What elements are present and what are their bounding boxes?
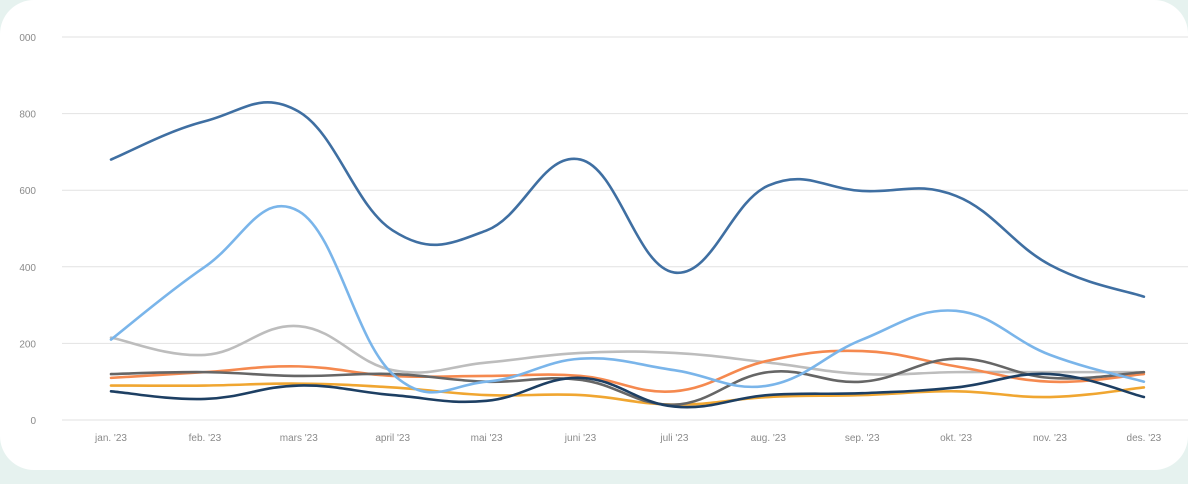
series-line — [109, 357, 1146, 406]
x-tick-label: nov. '23 — [1033, 433, 1067, 444]
x-tick-label: juni '23 — [564, 433, 597, 444]
series-line — [109, 324, 1146, 376]
y-tick-label: 200 — [19, 339, 36, 350]
y-tick-label: 600 — [19, 186, 36, 197]
y-tick-label: 000 — [19, 33, 36, 44]
x-tick-label: juli '23 — [659, 433, 688, 444]
series-line — [109, 382, 1146, 406]
x-tick-label: aug. '23 — [751, 433, 787, 444]
x-tick-label: des. '23 — [1127, 433, 1162, 444]
x-tick-label: sep. '23 — [845, 433, 880, 444]
x-tick-label: jan. '23 — [94, 433, 127, 444]
x-tick-label: okt. '23 — [940, 433, 972, 444]
y-tick-label: 0 — [30, 416, 36, 427]
series-line — [109, 372, 1146, 409]
x-axis-ticks: jan. '23 feb. '23 mars '23 april '23 mai '23… — [94, 433, 1162, 444]
y-axis-ticks: 0 200 400 600 800 000 — [19, 33, 36, 427]
series-line — [109, 204, 1146, 394]
y-tick-label: 400 — [19, 263, 36, 274]
series-line — [109, 101, 1146, 298]
x-tick-label: mars '23 — [280, 433, 318, 444]
series-lines — [109, 101, 1146, 409]
x-tick-label: mai '23 — [471, 433, 503, 444]
grid-lines — [62, 36, 1188, 421]
series-line — [109, 349, 1146, 393]
x-tick-label: feb. '23 — [189, 433, 222, 444]
chart-card: 0 200 400 600 800 000 jan. '23 feb. '23 mars '2… — [0, 0, 1188, 470]
line-chart: 0 200 400 600 800 000 jan. '23 feb. '23 mars '2… — [19, 33, 1188, 444]
x-tick-label: april '23 — [375, 433, 410, 444]
y-tick-label: 800 — [19, 110, 36, 121]
